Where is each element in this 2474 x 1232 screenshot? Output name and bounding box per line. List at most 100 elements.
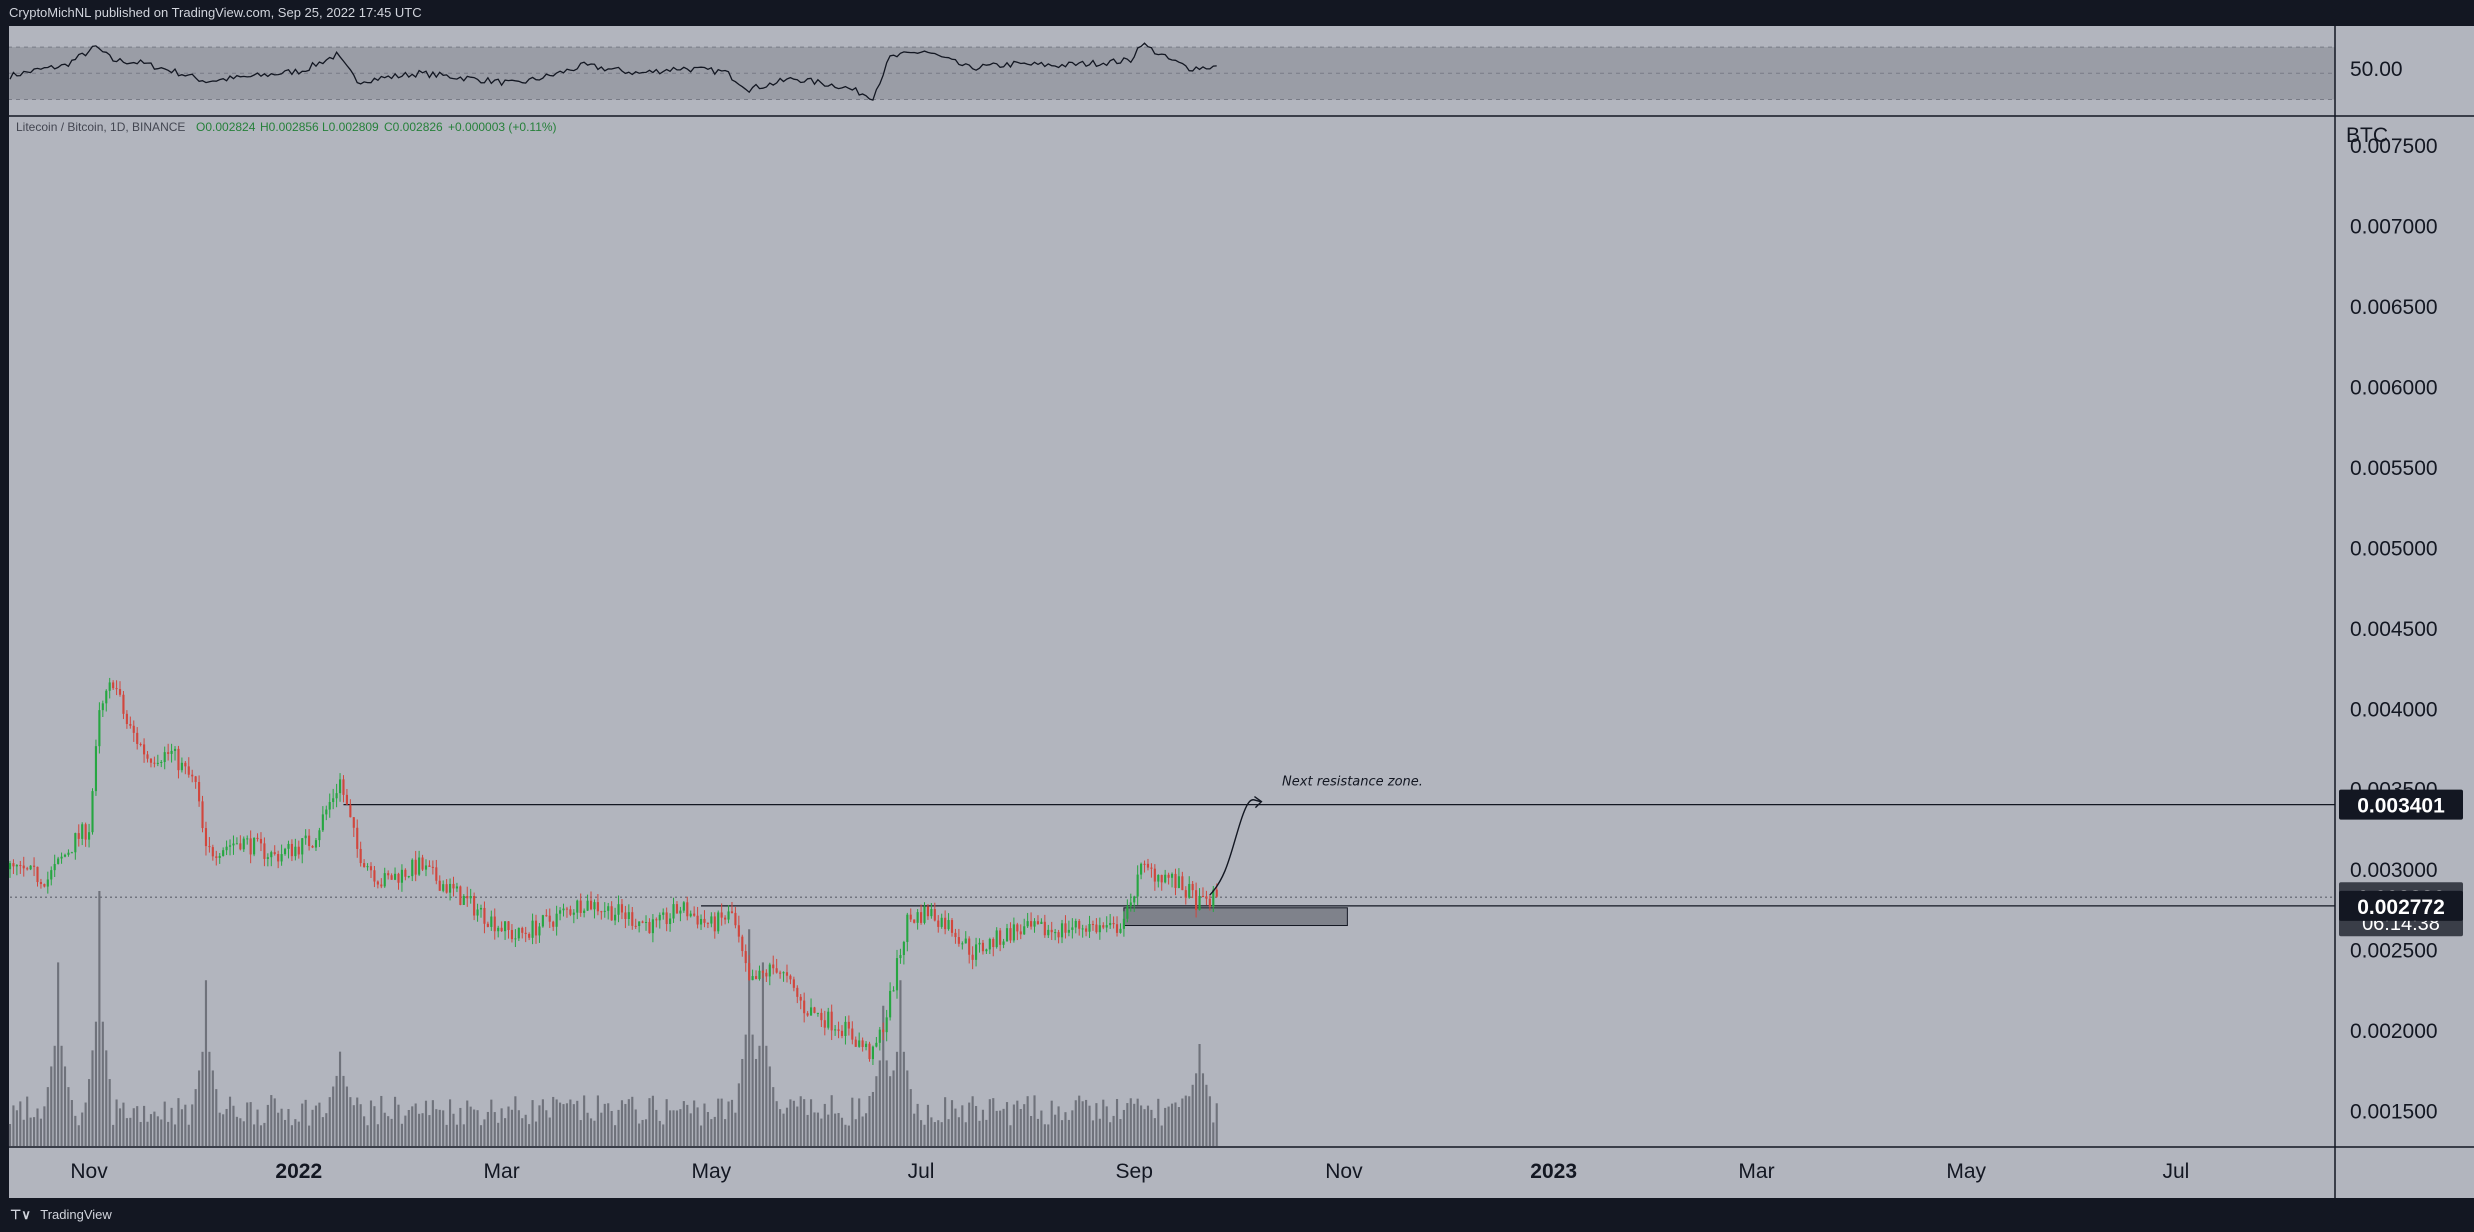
candle-body — [349, 804, 352, 818]
volume-bar — [1167, 1106, 1170, 1146]
candle-body — [198, 781, 201, 802]
candle-body — [796, 987, 799, 997]
time-tick-0: Nov — [70, 1160, 108, 1183]
volume-bar — [713, 1116, 716, 1146]
volume-bar — [88, 1079, 91, 1146]
volume-bar — [363, 1116, 366, 1146]
volume-bar — [579, 1120, 582, 1146]
candle-body — [1071, 927, 1074, 930]
candle-body — [297, 846, 300, 855]
volume-bar — [1002, 1108, 1005, 1146]
candle-body — [724, 917, 727, 920]
candle-body — [552, 921, 555, 927]
volume-bar — [500, 1108, 503, 1146]
candle-body — [411, 859, 414, 877]
candle-body — [710, 916, 713, 924]
candle-body — [1133, 896, 1136, 903]
candle-body — [895, 958, 899, 991]
volume-bar — [60, 1045, 63, 1146]
candle-body — [1177, 876, 1180, 888]
volume-bar — [1098, 1118, 1101, 1146]
volume-bar — [204, 980, 208, 1146]
price-tick-1: 0.007000 — [2350, 215, 2438, 238]
candle-body — [586, 900, 589, 911]
volume-bar — [1146, 1105, 1150, 1146]
volume-bar — [521, 1118, 524, 1146]
candle-body — [658, 914, 661, 921]
volume-bar — [173, 1124, 177, 1146]
volume-bar — [878, 1060, 881, 1146]
volume-bar — [146, 1121, 149, 1146]
candle-body — [638, 921, 641, 927]
volume-bar — [796, 1106, 799, 1146]
volume-bar — [992, 1098, 995, 1146]
volume-bar — [1091, 1120, 1095, 1146]
time-tick-4: Jul — [908, 1160, 935, 1183]
volume-bar — [411, 1106, 414, 1146]
projection-path — [1209, 796, 1263, 896]
candle-body — [208, 846, 211, 848]
volume-bar — [1102, 1099, 1105, 1146]
candle-body — [1136, 874, 1139, 897]
price-label-box-2 — [2339, 890, 2463, 921]
candle-body — [858, 1040, 861, 1047]
candle-body — [768, 964, 771, 977]
candle-body — [682, 902, 685, 911]
volume-bar — [101, 1021, 104, 1146]
time-tick-2: Mar — [484, 1160, 520, 1183]
volume-bar — [448, 1099, 452, 1146]
candle-body — [1047, 929, 1050, 936]
candle-body — [1112, 922, 1115, 925]
candle-body — [1153, 868, 1156, 882]
volume-bar — [218, 1112, 221, 1146]
volume-bar — [242, 1121, 245, 1146]
chart-canvas[interactable]: 0.007500 0.007000 0.006500 0.006000 0.005500… — [0, 26, 2474, 1198]
volume-bar — [321, 1117, 324, 1146]
candle-body — [978, 942, 981, 945]
footer-brand: TradingView — [40, 1207, 112, 1222]
volume-bar — [758, 1045, 761, 1146]
volume-bar — [143, 1105, 146, 1146]
volume-bar — [1030, 1115, 1033, 1146]
volume-bar — [744, 1034, 747, 1146]
candle-body — [1215, 889, 1218, 897]
candle-body — [136, 732, 139, 744]
candle-body — [363, 863, 366, 868]
volume-bar — [328, 1097, 331, 1146]
volume-bar — [1112, 1115, 1115, 1146]
volume-bar — [1078, 1095, 1081, 1146]
volume-bar — [215, 1089, 218, 1146]
volume-bar — [1122, 1109, 1125, 1146]
volume-bar — [638, 1123, 641, 1146]
volume-bar — [1157, 1098, 1160, 1146]
candle-body — [314, 840, 318, 848]
candle-body — [57, 858, 60, 864]
volume-bar — [937, 1120, 940, 1146]
candle-body — [754, 976, 758, 980]
candle-body — [706, 922, 709, 924]
volume-bar — [297, 1121, 300, 1146]
volume-bar — [854, 1119, 857, 1146]
candle-body — [94, 746, 98, 792]
volume-bar — [1071, 1110, 1074, 1146]
candle-body — [122, 694, 125, 714]
candle-body — [834, 1029, 837, 1031]
volume-bar — [1109, 1122, 1112, 1146]
volume-bar — [1153, 1118, 1156, 1146]
candle-body — [321, 814, 324, 831]
volume-bar — [122, 1102, 125, 1146]
volume-bar — [730, 1099, 734, 1146]
volume-bar — [1064, 1112, 1067, 1146]
volume-bar — [899, 980, 902, 1146]
candle-body — [576, 900, 579, 913]
volume-bar — [376, 1124, 379, 1146]
volume-bar — [559, 1102, 562, 1146]
volume-bar — [840, 1117, 844, 1146]
volume-bar — [699, 1125, 703, 1146]
volume-bar — [741, 1058, 744, 1146]
volume-bar — [393, 1096, 397, 1146]
volume-bar — [706, 1112, 709, 1146]
candle-body — [1181, 876, 1184, 891]
price-tick-6: 0.004500 — [2350, 618, 2438, 641]
volume-bar — [679, 1109, 682, 1146]
